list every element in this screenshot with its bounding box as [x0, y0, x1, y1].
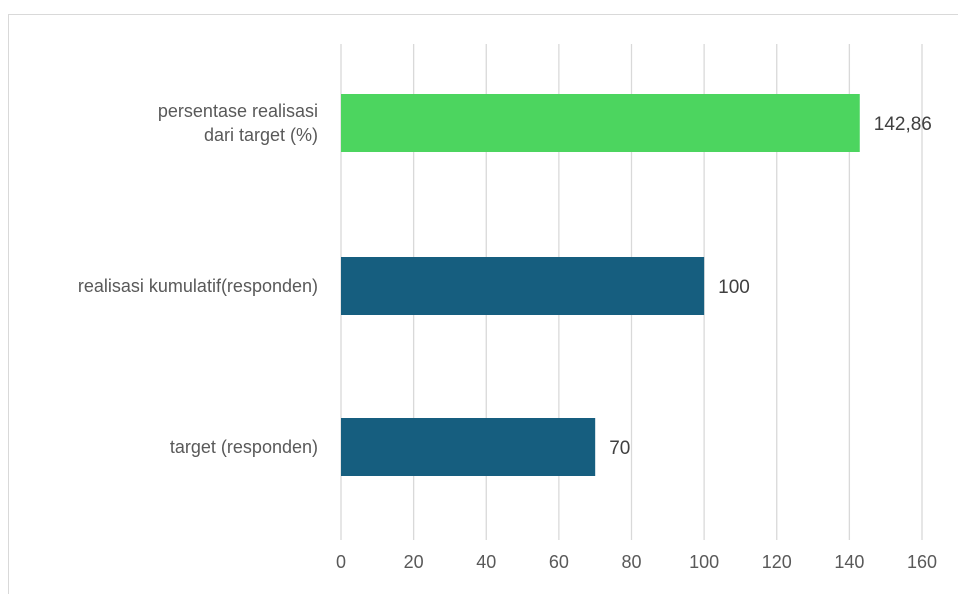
bar-2: [341, 418, 596, 476]
category-label-2-line-0: target (responden): [170, 437, 318, 457]
x-tick-label-40: 40: [476, 552, 496, 572]
x-tick-label-0: 0: [336, 552, 346, 572]
data-label-2: 70: [609, 438, 630, 459]
x-tick-label-100: 100: [689, 552, 719, 572]
bars: [341, 94, 860, 476]
bar-0: [341, 94, 860, 152]
labels: 0 20 40 60 80 100 120 140 160 142,86 persentase re…: [78, 101, 937, 572]
x-tick-label-60: 60: [549, 552, 569, 572]
x-tick-label-120: 120: [762, 552, 792, 572]
category-label-1-line-0: realisasi kumulatif(responden): [78, 276, 318, 296]
x-tick-label-80: 80: [621, 552, 641, 572]
x-tick-label-20: 20: [404, 552, 424, 572]
category-label-0-line-1: dari target (%): [204, 125, 318, 145]
data-label-0: 142,86: [874, 114, 932, 135]
x-tick-label-160: 160: [907, 552, 937, 572]
category-label-0-line-0: persentase realisasi: [158, 101, 318, 121]
chart-frame: [8, 14, 958, 594]
data-label-1: 100: [718, 277, 750, 298]
x-tick-label-140: 140: [834, 552, 864, 572]
bar-1: [341, 257, 705, 315]
